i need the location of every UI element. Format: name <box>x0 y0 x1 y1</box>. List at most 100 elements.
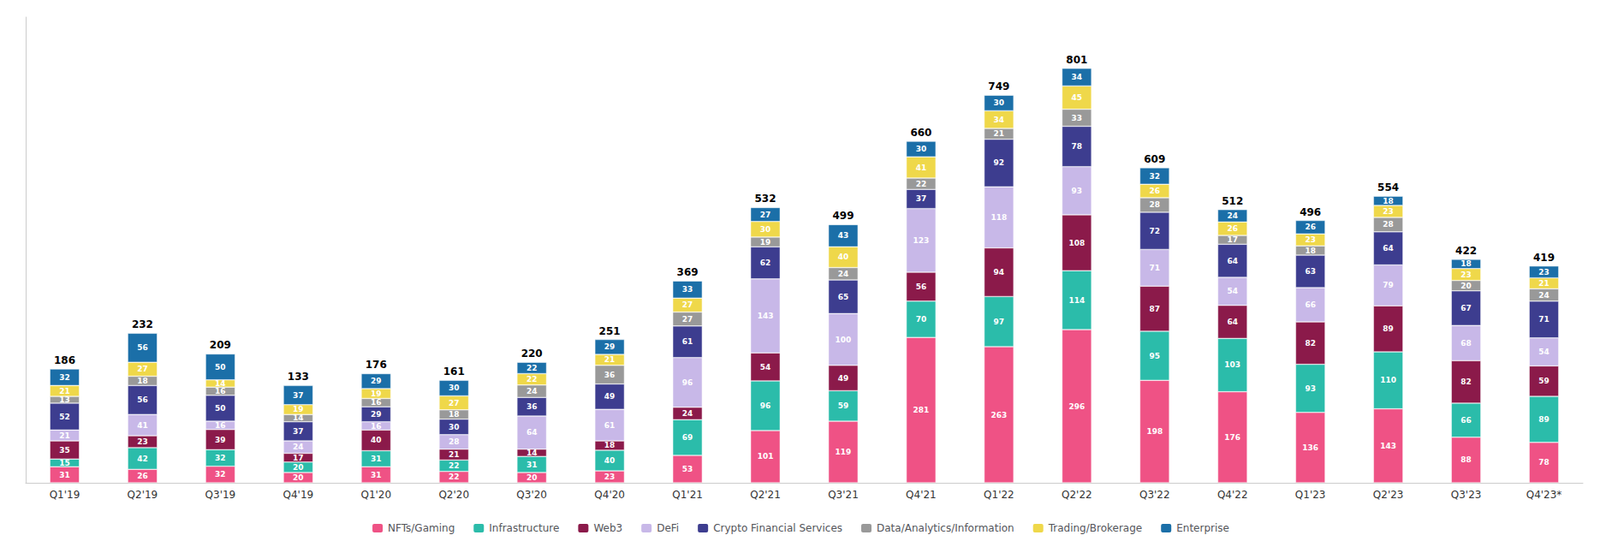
svg-text:96: 96 <box>682 378 694 387</box>
svg-text:37: 37 <box>292 391 304 400</box>
svg-text:14: 14 <box>214 379 227 388</box>
svg-text:23: 23 <box>1304 235 1316 244</box>
svg-text:20: 20 <box>526 473 538 482</box>
svg-text:26: 26 <box>1304 222 1316 232</box>
svg-text:30: 30 <box>448 422 460 432</box>
svg-text:24: 24 <box>1538 291 1550 300</box>
svg-text:40: 40 <box>370 435 382 445</box>
svg-text:45: 45 <box>1071 93 1083 102</box>
svg-text:67: 67 <box>1460 303 1472 313</box>
svg-text:18: 18 <box>136 376 149 386</box>
svg-text:40: 40 <box>838 252 850 262</box>
svg-text:62: 62 <box>760 258 772 268</box>
svg-text:263: 263 <box>990 410 1007 420</box>
svg-text:422: 422 <box>1455 244 1477 257</box>
svg-text:24: 24 <box>292 442 304 452</box>
svg-text:Q1'23: Q1'23 <box>1295 488 1327 501</box>
svg-text:Q4'22: Q4'22 <box>1217 488 1249 501</box>
svg-text:118: 118 <box>990 213 1007 222</box>
svg-text:110: 110 <box>1379 375 1397 385</box>
svg-text:93: 93 <box>1071 186 1083 196</box>
svg-text:87: 87 <box>1149 304 1161 314</box>
svg-text:26: 26 <box>1149 186 1161 196</box>
svg-text:554: 554 <box>1377 181 1399 194</box>
svg-text:61: 61 <box>682 337 694 346</box>
svg-text:Q1'19: Q1'19 <box>49 488 81 501</box>
svg-text:Q2'23: Q2'23 <box>1373 488 1404 501</box>
svg-text:186: 186 <box>53 354 76 367</box>
svg-text:18: 18 <box>1304 246 1316 256</box>
svg-text:54: 54 <box>760 362 772 372</box>
svg-text:209: 209 <box>209 339 232 351</box>
svg-text:31: 31 <box>370 470 382 480</box>
svg-text:Enterprise: Enterprise <box>1176 522 1230 535</box>
svg-text:27: 27 <box>682 315 694 324</box>
svg-text:15: 15 <box>59 458 71 468</box>
svg-text:143: 143 <box>1379 441 1397 451</box>
svg-text:19: 19 <box>760 237 772 247</box>
svg-text:28: 28 <box>1149 200 1161 209</box>
svg-text:30: 30 <box>760 225 772 234</box>
svg-text:82: 82 <box>1460 377 1472 387</box>
svg-text:Q4'23*: Q4'23* <box>1526 488 1563 501</box>
svg-text:64: 64 <box>1226 256 1238 266</box>
svg-text:23: 23 <box>604 472 616 482</box>
svg-text:52: 52 <box>59 412 71 422</box>
svg-text:30: 30 <box>915 144 928 154</box>
svg-text:64: 64 <box>1226 317 1238 327</box>
svg-text:Q3'21: Q3'21 <box>827 488 859 501</box>
svg-text:23: 23 <box>136 437 149 447</box>
svg-text:133: 133 <box>287 370 310 383</box>
svg-text:21: 21 <box>448 450 460 459</box>
svg-text:64: 64 <box>1382 243 1394 253</box>
svg-text:66: 66 <box>1304 300 1316 310</box>
svg-text:32: 32 <box>1149 172 1161 181</box>
svg-text:20: 20 <box>292 463 304 472</box>
svg-text:97: 97 <box>993 317 1006 327</box>
svg-text:22: 22 <box>526 374 538 384</box>
svg-text:82: 82 <box>1304 339 1316 348</box>
svg-text:22: 22 <box>915 179 928 189</box>
svg-text:16: 16 <box>214 421 227 430</box>
svg-text:92: 92 <box>993 158 1006 167</box>
svg-text:Q4'20: Q4'20 <box>594 488 625 501</box>
svg-text:72: 72 <box>1149 226 1161 236</box>
svg-text:419: 419 <box>1533 251 1555 264</box>
svg-text:41: 41 <box>915 163 928 173</box>
svg-text:198: 198 <box>1146 427 1163 436</box>
svg-text:35: 35 <box>59 446 71 455</box>
svg-text:88: 88 <box>1460 455 1472 464</box>
svg-text:31: 31 <box>526 460 538 470</box>
svg-text:801: 801 <box>1065 53 1088 66</box>
svg-text:24: 24 <box>526 386 538 396</box>
svg-text:21: 21 <box>604 355 616 364</box>
svg-text:251: 251 <box>599 325 621 338</box>
svg-text:50: 50 <box>214 362 227 372</box>
svg-text:Q1'21: Q1'21 <box>672 488 703 501</box>
svg-text:40: 40 <box>604 456 616 465</box>
svg-text:749: 749 <box>987 80 1010 93</box>
svg-text:29: 29 <box>370 410 382 419</box>
svg-text:22: 22 <box>526 363 538 373</box>
svg-text:36: 36 <box>526 402 538 411</box>
svg-text:43: 43 <box>838 231 850 240</box>
svg-text:36: 36 <box>604 370 616 380</box>
svg-text:56: 56 <box>136 343 149 352</box>
svg-text:296: 296 <box>1068 402 1085 411</box>
svg-text:18: 18 <box>448 410 460 419</box>
svg-text:32: 32 <box>214 469 227 479</box>
svg-text:16: 16 <box>370 422 382 431</box>
svg-text:119: 119 <box>835 447 852 457</box>
svg-text:78: 78 <box>1071 142 1083 151</box>
svg-text:499: 499 <box>832 209 854 222</box>
svg-text:53: 53 <box>682 464 694 474</box>
svg-text:54: 54 <box>1226 286 1238 296</box>
svg-text:23: 23 <box>1460 270 1472 280</box>
svg-text:NFTs/Gaming: NFTs/Gaming <box>387 522 455 535</box>
svg-text:20: 20 <box>1460 281 1472 291</box>
svg-text:31: 31 <box>59 470 71 480</box>
svg-text:Q3'22: Q3'22 <box>1139 488 1171 501</box>
svg-text:Data/Analytics/Information: Data/Analytics/Information <box>876 522 1015 535</box>
svg-text:Q2'22: Q2'22 <box>1061 488 1093 501</box>
svg-text:123: 123 <box>913 236 930 245</box>
